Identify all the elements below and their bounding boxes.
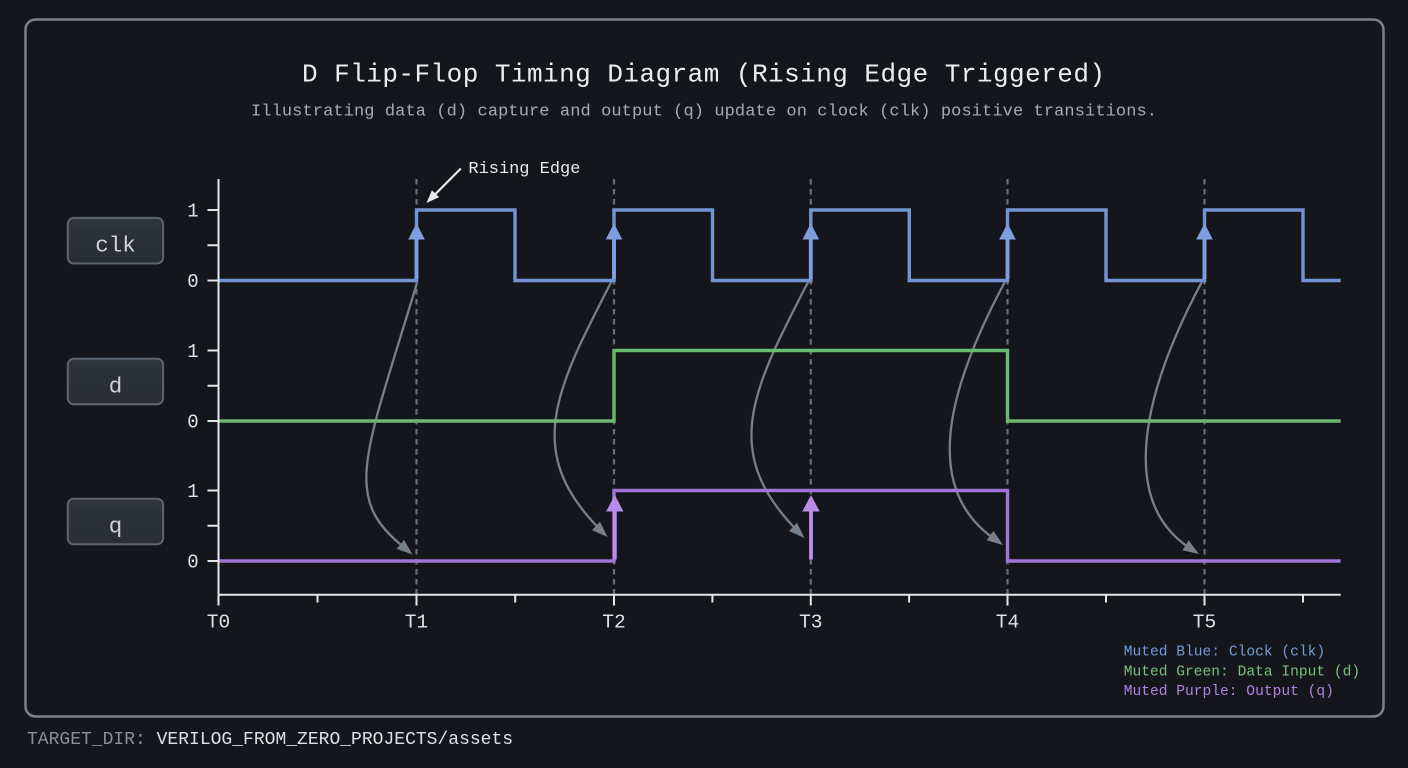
svg-text:Muted Purple: Output (q): Muted Purple: Output (q) — [1124, 684, 1334, 700]
svg-text:D Flip-Flop Timing Diagram (Ri: D Flip-Flop Timing Diagram (Rising Edge … — [302, 60, 1105, 90]
svg-text:d: d — [109, 374, 123, 400]
svg-text:Illustrating data (d) capture: Illustrating data (d) capture and output… — [251, 103, 1157, 122]
svg-text:T1: T1 — [405, 612, 428, 634]
svg-text:T3: T3 — [799, 612, 822, 634]
svg-text:TARGET_DIR: VERILOG_FROM_ZERO_: TARGET_DIR: VERILOG_FROM_ZERO_PROJECTS/a… — [27, 730, 513, 750]
svg-text:1: 1 — [187, 341, 198, 363]
svg-text:0: 0 — [187, 271, 198, 293]
svg-text:T2: T2 — [602, 612, 625, 634]
svg-text:clk: clk — [95, 233, 136, 259]
svg-text:0: 0 — [187, 412, 198, 434]
svg-text:1: 1 — [187, 481, 198, 503]
svg-text:Muted Blue: Clock (clk): Muted Blue: Clock (clk) — [1124, 645, 1326, 661]
svg-text:0: 0 — [187, 552, 198, 574]
svg-text:T4: T4 — [996, 612, 1019, 634]
svg-text:Rising Edge: Rising Edge — [468, 160, 580, 179]
svg-text:T5: T5 — [1193, 612, 1216, 634]
svg-text:q: q — [109, 514, 123, 540]
svg-text:Muted Green: Data Input (d): Muted Green: Data Input (d) — [1124, 665, 1361, 681]
svg-text:1: 1 — [187, 201, 198, 223]
svg-text:T0: T0 — [207, 612, 230, 634]
